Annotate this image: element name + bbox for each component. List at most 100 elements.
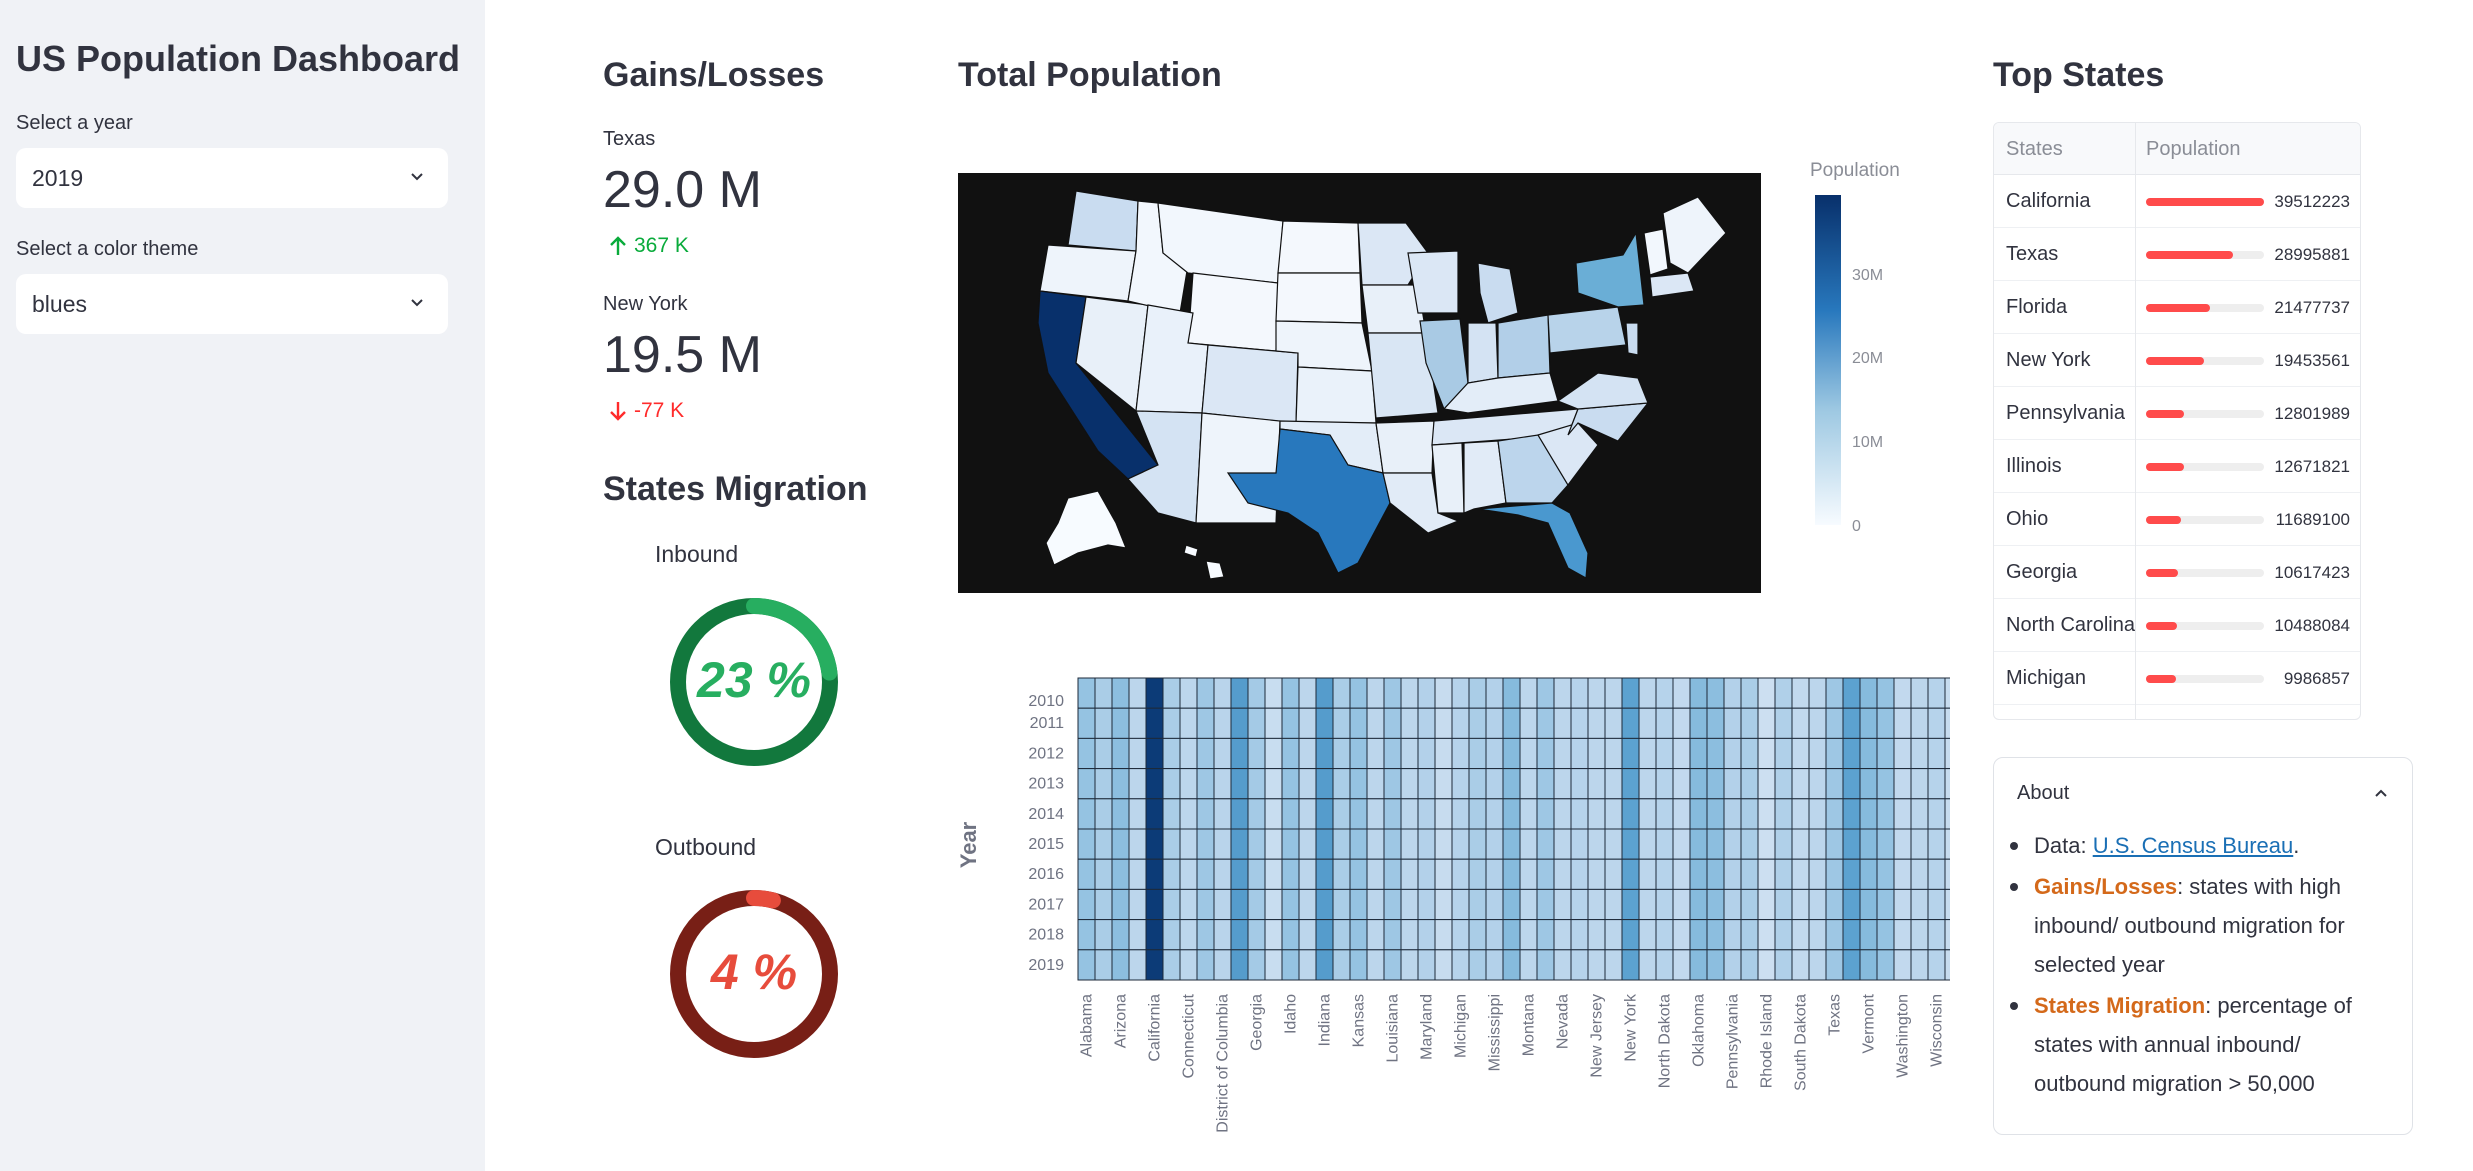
- heatmap-cell[interactable]: [1468, 737, 1487, 770]
- heatmap-cell[interactable]: [1162, 768, 1181, 800]
- heatmap-cell[interactable]: [1298, 828, 1317, 860]
- heatmap-cell[interactable]: [1264, 707, 1283, 739]
- heatmap-cell[interactable]: [1842, 707, 1861, 739]
- heatmap-cell[interactable]: [1519, 828, 1538, 860]
- heatmap-cell[interactable]: [1587, 828, 1606, 860]
- heatmap-cell[interactable]: [1757, 919, 1776, 951]
- heatmap-cell[interactable]: [1179, 888, 1198, 921]
- heatmap-cell[interactable]: [1077, 677, 1096, 709]
- heatmap-cell[interactable]: [1791, 888, 1810, 921]
- heatmap-cell[interactable]: [1179, 828, 1198, 860]
- map-state-mississippi[interactable]: [1431, 442, 1465, 514]
- heatmap-cell[interactable]: [1434, 707, 1453, 739]
- heatmap-cell[interactable]: [1927, 798, 1946, 830]
- heatmap-cell[interactable]: [1502, 798, 1521, 830]
- heatmap-cell[interactable]: [1349, 677, 1368, 709]
- heatmap-cell[interactable]: [1230, 707, 1249, 739]
- heatmap-cell[interactable]: [1451, 768, 1470, 800]
- heatmap-cell[interactable]: [1315, 949, 1334, 981]
- heatmap-cell[interactable]: [1706, 707, 1725, 739]
- heatmap-cell[interactable]: [1281, 737, 1300, 770]
- heatmap-cell[interactable]: [1349, 919, 1368, 951]
- heatmap-cell[interactable]: [1247, 707, 1266, 739]
- heatmap-cell[interactable]: [1655, 888, 1674, 921]
- heatmap-cell[interactable]: [1570, 919, 1589, 951]
- heatmap-cell[interactable]: [1298, 798, 1317, 830]
- heatmap-cell[interactable]: [1230, 798, 1249, 830]
- heatmap-cell[interactable]: [1655, 768, 1674, 800]
- heatmap-cell[interactable]: [1230, 737, 1249, 770]
- heatmap-cell[interactable]: [1315, 798, 1334, 830]
- heatmap-cell[interactable]: [1808, 858, 1827, 890]
- heatmap-cell[interactable]: [1366, 798, 1385, 830]
- heatmap-cell[interactable]: [1417, 949, 1436, 981]
- heatmap-cell[interactable]: [1587, 677, 1606, 709]
- map-state-kansas[interactable]: [1295, 366, 1377, 424]
- heatmap-cell[interactable]: [1723, 737, 1742, 770]
- heatmap-cell[interactable]: [1468, 949, 1487, 981]
- heatmap-cell[interactable]: [1128, 677, 1147, 709]
- heatmap-cell[interactable]: [1519, 858, 1538, 890]
- heatmap-cell[interactable]: [1553, 768, 1572, 800]
- heatmap-cell[interactable]: [1536, 768, 1555, 800]
- heatmap-cell[interactable]: [1077, 858, 1096, 890]
- heatmap-cell[interactable]: [1536, 737, 1555, 770]
- heatmap-cell[interactable]: [1468, 919, 1487, 951]
- heatmap-cell[interactable]: [1689, 828, 1708, 860]
- heatmap-cell[interactable]: [1485, 798, 1504, 830]
- heatmap-cell[interactable]: [1791, 768, 1810, 800]
- heatmap-cell[interactable]: [1451, 828, 1470, 860]
- heatmap-cell[interactable]: [1383, 858, 1402, 890]
- heatmap-cell[interactable]: [1400, 949, 1419, 981]
- heatmap-cell[interactable]: [1281, 798, 1300, 830]
- heatmap-cell[interactable]: [1247, 737, 1266, 770]
- heatmap-cell[interactable]: [1315, 858, 1334, 890]
- heatmap-cell[interactable]: [1281, 888, 1300, 921]
- heatmap-cell[interactable]: [1400, 798, 1419, 830]
- heatmap-cell[interactable]: [1502, 919, 1521, 951]
- heatmap-cell[interactable]: [1230, 858, 1249, 890]
- heatmap-cell[interactable]: [1434, 858, 1453, 890]
- heatmap-cell[interactable]: [1944, 768, 1950, 800]
- heatmap-cell[interactable]: [1570, 828, 1589, 860]
- heatmap-cell[interactable]: [1417, 828, 1436, 860]
- heatmap-cell[interactable]: [1383, 828, 1402, 860]
- heatmap-cell[interactable]: [1740, 798, 1759, 830]
- heatmap-cell[interactable]: [1944, 949, 1950, 981]
- heatmap-cell[interactable]: [1893, 768, 1912, 800]
- heatmap-cell[interactable]: [1638, 949, 1657, 981]
- heatmap-cell[interactable]: [1349, 768, 1368, 800]
- heatmap-cell[interactable]: [1400, 737, 1419, 770]
- heatmap-cell[interactable]: [1077, 949, 1096, 981]
- heatmap-cell[interactable]: [1264, 677, 1283, 709]
- heatmap-cell[interactable]: [1570, 677, 1589, 709]
- map-state-wyoming[interactable]: [1187, 272, 1279, 352]
- heatmap-cell[interactable]: [1196, 798, 1215, 830]
- map-state-indiana[interactable]: [1467, 322, 1499, 384]
- heatmap-cell[interactable]: [1145, 919, 1164, 951]
- heatmap-cell[interactable]: [1145, 828, 1164, 860]
- heatmap-cell[interactable]: [1893, 828, 1912, 860]
- heatmap-cell[interactable]: [1604, 888, 1623, 921]
- heatmap-cell[interactable]: [1842, 737, 1861, 770]
- heatmap-cell[interactable]: [1740, 949, 1759, 981]
- heatmap-cell[interactable]: [1519, 798, 1538, 830]
- heatmap-cell[interactable]: [1196, 707, 1215, 739]
- heatmap-cell[interactable]: [1638, 677, 1657, 709]
- heatmap-cell[interactable]: [1281, 707, 1300, 739]
- heatmap-cell[interactable]: [1145, 888, 1164, 921]
- heatmap-cell[interactable]: [1298, 707, 1317, 739]
- heatmap-cell[interactable]: [1383, 737, 1402, 770]
- heatmap-cell[interactable]: [1519, 707, 1538, 739]
- heatmap-cell[interactable]: [1179, 737, 1198, 770]
- heatmap-cell[interactable]: [1434, 737, 1453, 770]
- census-link[interactable]: U.S. Census Bureau: [2092, 833, 2294, 858]
- heatmap-cell[interactable]: [1111, 677, 1130, 709]
- map-state-ohio[interactable]: [1497, 314, 1551, 379]
- heatmap-cell[interactable]: [1621, 737, 1640, 770]
- heatmap-cell[interactable]: [1536, 828, 1555, 860]
- map-state-pennsylvania[interactable]: [1547, 306, 1627, 354]
- heatmap-cell[interactable]: [1893, 707, 1912, 739]
- map-state-new-jersey[interactable]: [1625, 322, 1639, 356]
- heatmap-cell[interactable]: [1451, 888, 1470, 921]
